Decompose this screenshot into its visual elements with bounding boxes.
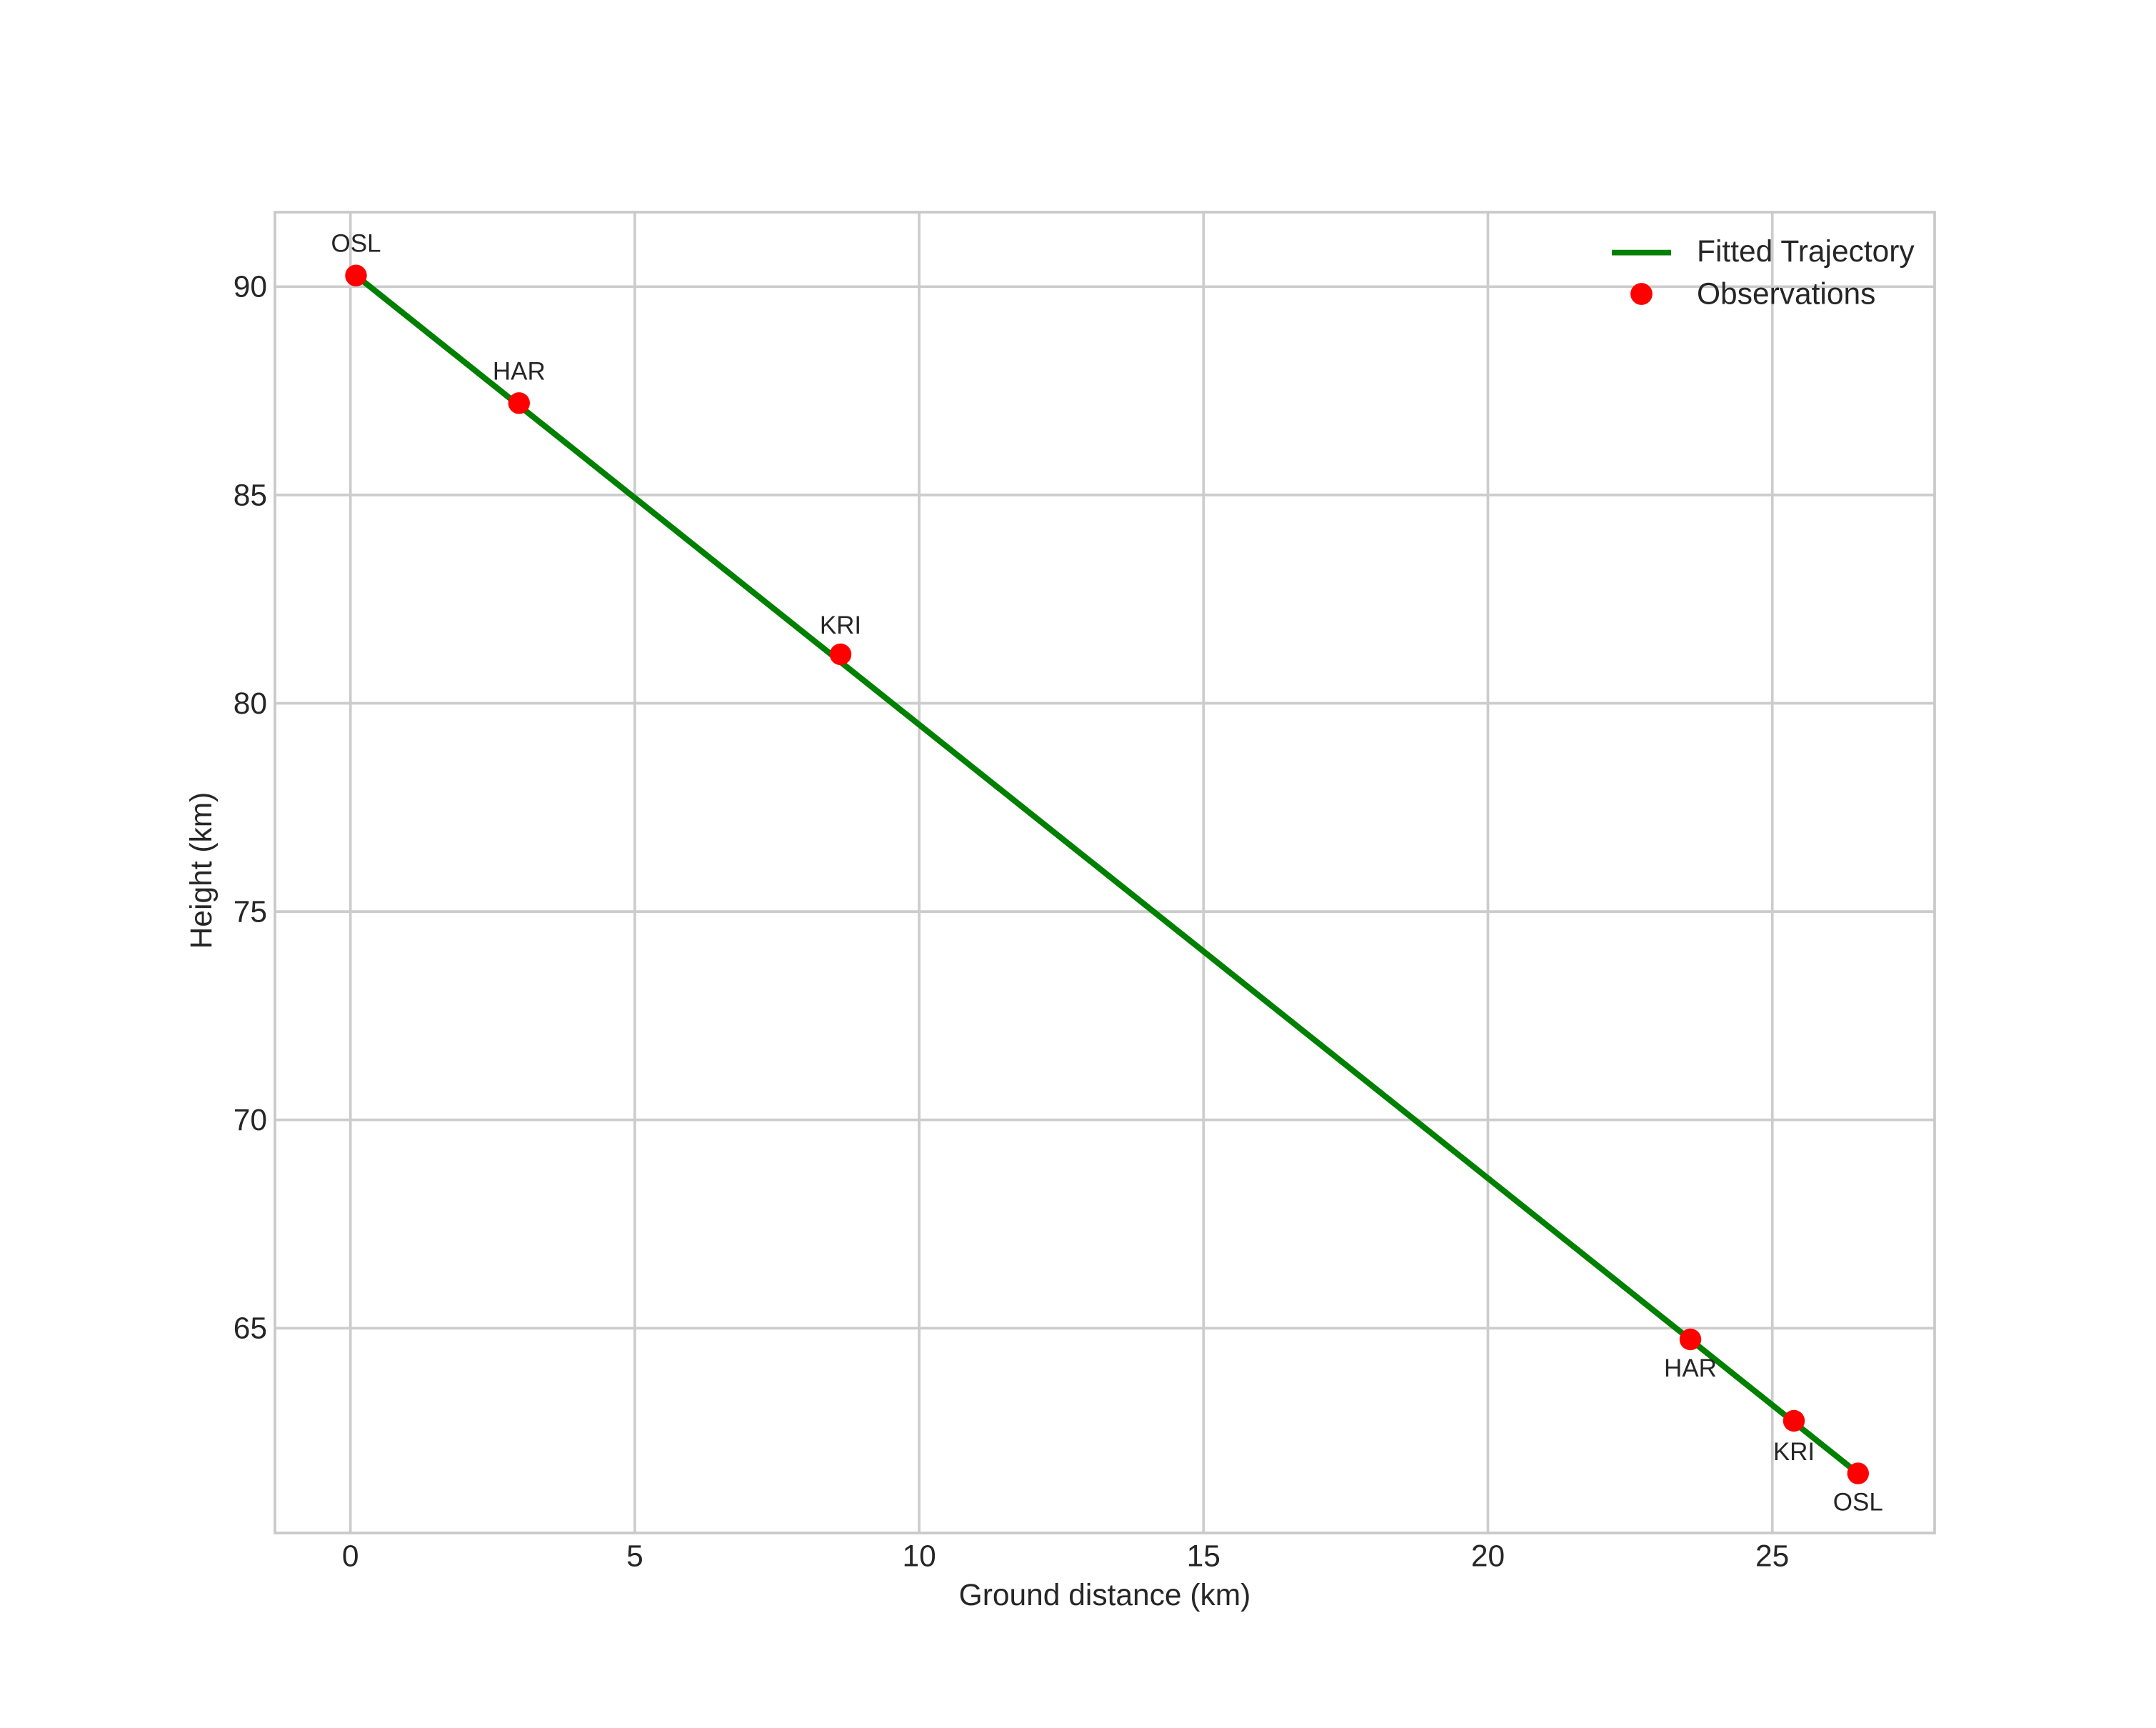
svg-text:65: 65 bbox=[234, 1312, 267, 1346]
svg-text:10: 10 bbox=[902, 1540, 936, 1574]
svg-text:Observations: Observations bbox=[1697, 278, 1875, 311]
svg-text:0: 0 bbox=[342, 1540, 359, 1574]
svg-text:75: 75 bbox=[234, 896, 267, 929]
svg-text:KRI: KRI bbox=[1773, 1438, 1815, 1466]
svg-text:Fitted Trajectory: Fitted Trajectory bbox=[1697, 235, 1915, 269]
svg-text:OSL: OSL bbox=[331, 230, 381, 258]
svg-text:15: 15 bbox=[1187, 1540, 1220, 1574]
svg-text:25: 25 bbox=[1755, 1540, 1789, 1574]
svg-text:70: 70 bbox=[234, 1104, 267, 1137]
svg-text:90: 90 bbox=[234, 271, 267, 304]
svg-text:Height (km): Height (km) bbox=[185, 792, 219, 949]
svg-text:5: 5 bbox=[626, 1540, 643, 1574]
svg-text:80: 80 bbox=[234, 687, 267, 721]
svg-text:KRI: KRI bbox=[820, 611, 861, 639]
svg-text:HAR: HAR bbox=[493, 357, 546, 385]
svg-text:HAR: HAR bbox=[1664, 1354, 1717, 1382]
svg-text:20: 20 bbox=[1471, 1540, 1505, 1574]
svg-text:Ground distance (km): Ground distance (km) bbox=[959, 1579, 1251, 1612]
svg-text:85: 85 bbox=[234, 479, 267, 512]
svg-text:OSL: OSL bbox=[1833, 1489, 1883, 1517]
